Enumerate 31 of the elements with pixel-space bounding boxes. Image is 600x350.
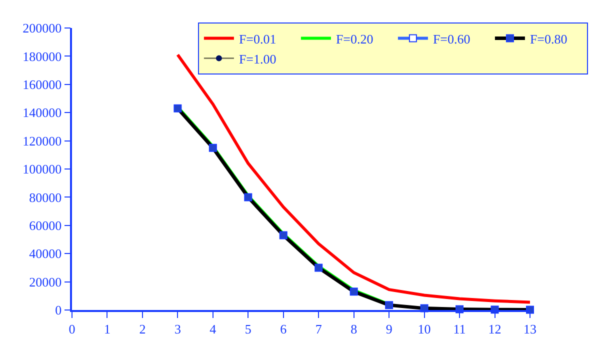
y-tick-label: 40000: [29, 246, 62, 262]
x-tick-label: 8: [350, 321, 358, 336]
y-tick-label: 20000: [29, 274, 62, 290]
x-tick-label: 5: [244, 321, 252, 336]
x-tick-label: 3: [174, 321, 181, 336]
y-tick-label: 60000: [29, 218, 62, 233]
x-tick-label: 6: [280, 321, 288, 336]
y-tick-label: 180000: [22, 48, 62, 64]
legend-label: F=1.00: [238, 51, 276, 66]
y-tick-label: 0: [55, 302, 62, 318]
y-tick-label: 160000: [22, 76, 62, 92]
y-tick-label: 80000: [29, 190, 62, 205]
x-tick-label: 11: [453, 321, 466, 336]
x-tick-label: 9: [386, 321, 392, 336]
legend-label: F=0.01: [238, 31, 276, 46]
y-tick-label: 200000: [22, 20, 62, 36]
x-tick-label: 1: [104, 321, 110, 336]
x-tick-label: 10: [418, 321, 431, 336]
x-tick-label: 12: [488, 321, 502, 336]
x-tick-label: 4: [210, 321, 217, 336]
y-tick-label: 140000: [22, 105, 62, 120]
legend-label: F=0.80: [530, 31, 568, 46]
x-tick-label: 2: [139, 321, 146, 336]
line-series: [176, 53, 530, 304]
x-tick-label: 0: [68, 321, 76, 336]
y-tick-label: 100000: [22, 162, 62, 177]
x-tick-label: 13: [524, 321, 536, 336]
legend-label: F=0.20: [336, 31, 374, 46]
legend-label: F=0.60: [432, 31, 470, 46]
y-tick-label: 120000: [22, 133, 62, 148]
x-tick-label: 7: [315, 321, 322, 336]
